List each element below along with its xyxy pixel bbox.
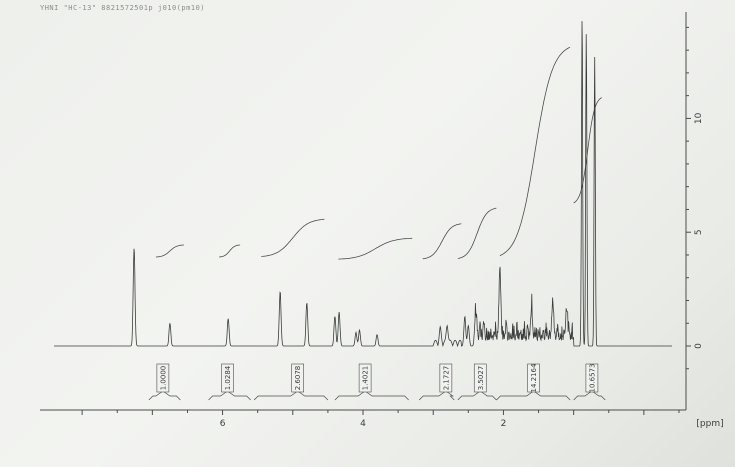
integral-curve: [422, 223, 462, 260]
integral-curve: [573, 97, 602, 204]
integral-curve: [457, 207, 497, 259]
integral-bracket: [148, 390, 181, 401]
integral-curve: [155, 244, 184, 258]
integral-bracket: [418, 390, 455, 401]
integral-bracket: [457, 390, 497, 401]
integral-box: [585, 363, 599, 393]
integral-value: 1.0000: [159, 366, 167, 391]
integral-value: 1.4021: [362, 366, 370, 391]
x-tick-label: 4: [360, 419, 366, 429]
x-tick-label: 6: [220, 419, 226, 429]
integral-curves: [155, 46, 602, 260]
integral-bracket: [253, 390, 329, 401]
integral-value: 2.1727: [442, 366, 450, 391]
integral-value: 3.5027: [477, 366, 485, 391]
integral-bracket: [208, 390, 251, 401]
integral-curve: [261, 218, 325, 257]
x-tick-label: 2: [501, 419, 507, 429]
integral-curve: [219, 244, 241, 258]
integral-box: [527, 363, 540, 393]
integral-box: [358, 363, 372, 393]
y-tick-label: 0: [694, 343, 704, 349]
tick-labels: 6 4 2 [ppm] 0 5 10: [220, 112, 724, 429]
spectrum-line: [54, 21, 672, 348]
y-tick-label: 5: [694, 229, 704, 235]
axes: [40, 12, 691, 415]
integral-value: 2.6078: [294, 366, 302, 391]
y-tick-label: 10: [694, 112, 704, 124]
integral-curve: [499, 46, 571, 256]
integral-box: [473, 363, 487, 393]
integral-box: [439, 363, 453, 393]
integral-box: [221, 363, 234, 393]
integral-curve: [338, 237, 413, 260]
spectrum-header-text: YHNI "HC-13" 8821572501p j010(pm10): [40, 4, 206, 12]
integral-bracket: [334, 390, 409, 401]
integral-value: 1.0284: [224, 365, 232, 390]
integral-box: [291, 363, 304, 393]
x-axis-label: [ppm]: [696, 419, 723, 429]
integral-value: 14.2164: [530, 363, 538, 392]
integral-labels: 1.0000 1.0284 2.6078 1.4021 2.1727 3.5027 14.2…: [148, 363, 606, 401]
integral-value: 10.6573: [588, 364, 596, 393]
spectrum-trace: [54, 21, 672, 348]
integral-box: [156, 363, 170, 393]
